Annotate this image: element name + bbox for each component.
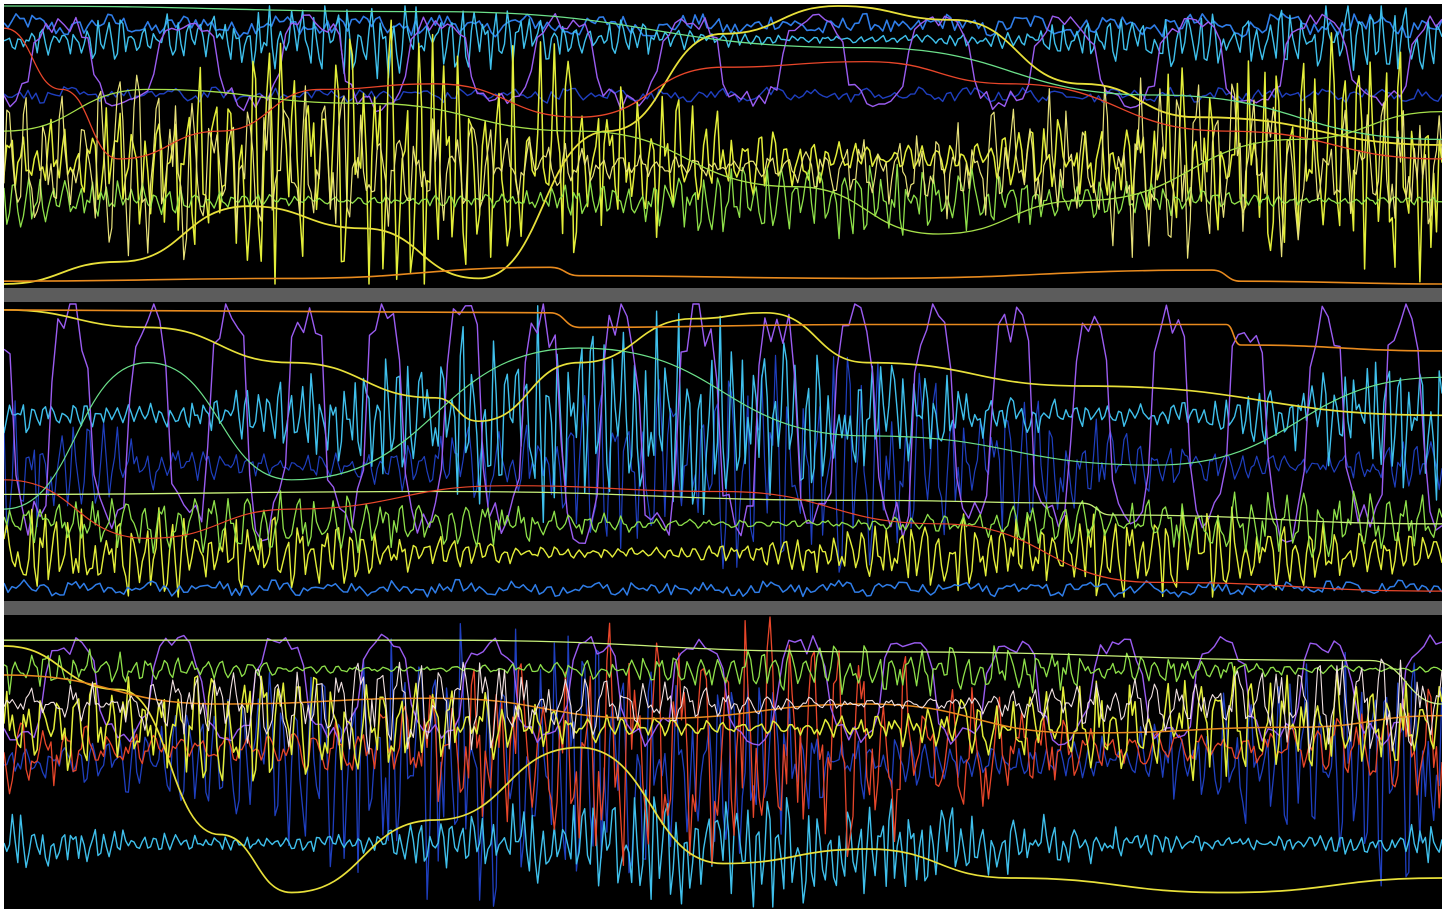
series-line — [4, 163, 1442, 240]
series-line — [4, 303, 1442, 544]
series-line — [4, 86, 1442, 104]
series-line — [4, 13, 1442, 113]
series-line — [4, 305, 1442, 524]
series-line — [4, 347, 1442, 510]
series-line — [4, 658, 1442, 755]
series-line — [4, 27, 1442, 160]
series-line — [4, 309, 1442, 352]
series-line — [4, 74, 1442, 261]
chart-panel-3 — [4, 616, 1442, 908]
series-line — [4, 633, 1442, 748]
series-line — [4, 88, 1442, 235]
series-line — [4, 623, 1442, 907]
waveform-chart — [4, 5, 1442, 908]
chart-panel-2 — [4, 303, 1442, 598]
series-line — [4, 674, 1442, 734]
series-line — [4, 266, 1442, 285]
panel-separator — [4, 601, 1442, 615]
series-line — [4, 490, 1442, 525]
series-line — [4, 5, 1442, 80]
series-line — [4, 490, 1442, 558]
series-line — [4, 12, 1442, 39]
series-line — [4, 479, 1442, 592]
series-line — [4, 645, 1442, 894]
series-line — [4, 5, 1442, 141]
series-line — [4, 578, 1442, 598]
series-line — [4, 354, 1442, 573]
series-line — [4, 639, 1442, 705]
series-line — [4, 19, 1442, 285]
series-line — [4, 309, 1442, 423]
series-line — [4, 616, 1442, 866]
chart-panel-1 — [4, 5, 1442, 285]
series-line — [4, 506, 1442, 598]
chart-frame — [4, 4, 1442, 909]
series-line — [4, 645, 1442, 697]
panel-separator — [4, 288, 1442, 302]
series-line — [4, 665, 1442, 782]
